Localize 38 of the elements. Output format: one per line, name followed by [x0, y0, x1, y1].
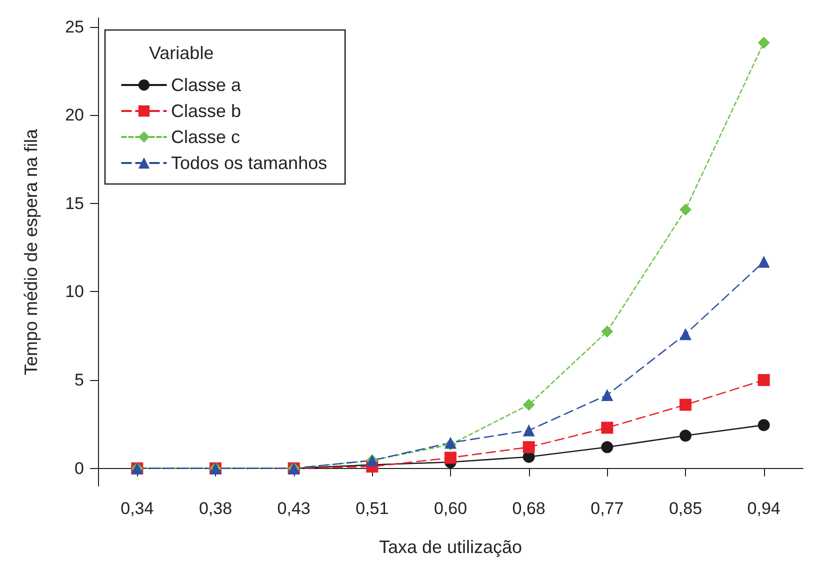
point — [522, 441, 535, 454]
x-tick-label: 0,60 — [434, 499, 468, 518]
point — [680, 398, 692, 411]
y-tick-label: 5 — [74, 370, 84, 390]
x-tick-label: 0,94 — [747, 499, 780, 518]
point — [758, 374, 770, 386]
y-tick-label: 15 — [65, 194, 84, 213]
point — [758, 36, 770, 49]
x-tick-label: 0,68 — [512, 499, 546, 518]
x-tick-label: 0,43 — [277, 499, 310, 518]
x-tick-label: 0,77 — [590, 499, 624, 518]
point — [522, 424, 535, 436]
x-tick-label: 0,34 — [120, 499, 154, 518]
legend-label: Classe b — [171, 101, 242, 121]
point — [601, 325, 614, 338]
y-axis-title: Tempo médio de espera na fila — [21, 128, 41, 376]
point — [680, 430, 692, 442]
x-axis-title: Taxa de utilização — [378, 537, 522, 557]
legend-label: Classe c — [171, 127, 240, 147]
legend-title: Variable — [149, 43, 214, 63]
point — [601, 441, 614, 454]
legend-label: Classe a — [171, 75, 242, 95]
point — [601, 389, 614, 402]
y-tick-label: 20 — [65, 106, 84, 125]
point — [680, 204, 692, 216]
x-tick-label: 0,38 — [198, 499, 232, 518]
y-tick-label: 10 — [65, 282, 84, 302]
point — [601, 422, 614, 434]
y-tick-label: 0 — [74, 458, 84, 478]
point — [758, 419, 770, 432]
point — [522, 398, 535, 411]
x-tick-label: 0,51 — [356, 499, 389, 518]
point — [444, 452, 456, 464]
y-tick-label: 25 — [65, 17, 84, 36]
x-tick-label: 0,85 — [668, 499, 702, 518]
point — [758, 256, 770, 268]
point — [680, 328, 692, 340]
legend-label: Todos os tamanhos — [171, 153, 328, 173]
